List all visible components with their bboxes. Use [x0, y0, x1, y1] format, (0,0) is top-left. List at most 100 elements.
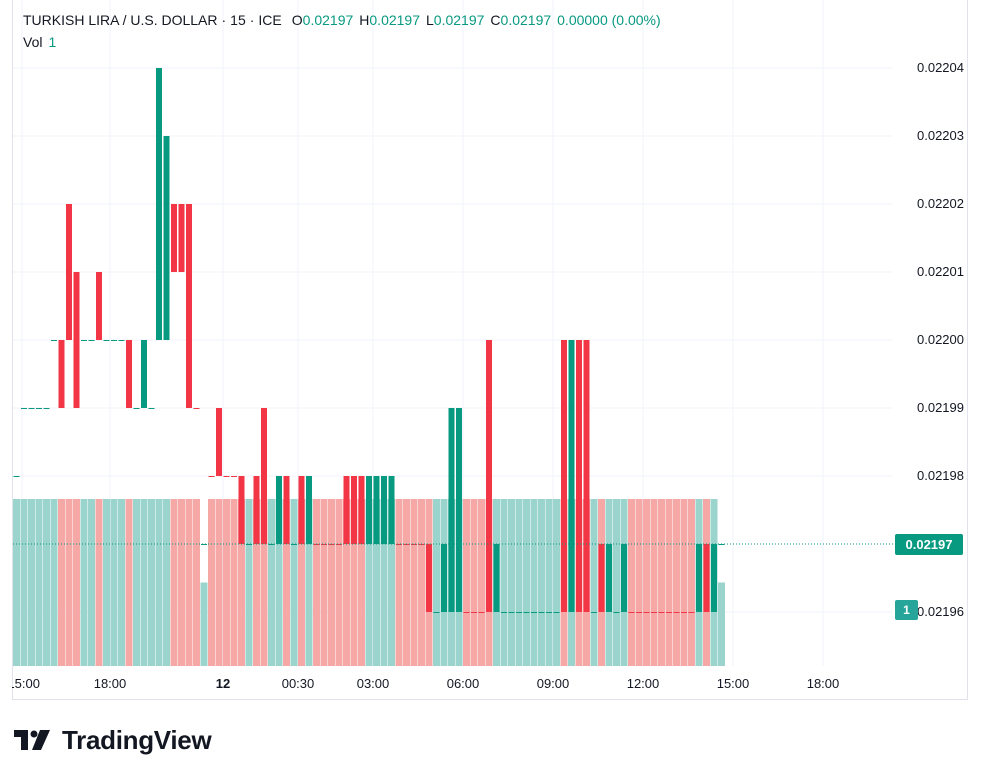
- open-label: O: [291, 12, 303, 28]
- candle-body: [96, 272, 102, 340]
- volume-bar: [628, 499, 635, 666]
- volume-bar: [20, 499, 28, 666]
- volume-bar: [290, 499, 298, 666]
- volume-bar: [545, 499, 553, 666]
- candle-body: [606, 544, 612, 612]
- volume-bar: [463, 499, 470, 666]
- volume-bar: [163, 499, 170, 666]
- candle-body: [651, 612, 657, 613]
- candle-body: [231, 476, 237, 477]
- price-tick-label: 0.02199: [917, 400, 964, 415]
- volume-bar: [253, 499, 260, 666]
- candle-body: [216, 408, 222, 476]
- candle-body: [186, 204, 192, 408]
- price-tick-label: 0.02200: [917, 332, 964, 347]
- close-label: C: [490, 12, 501, 28]
- price-tick-label: 0.02201: [917, 264, 964, 279]
- candle-body: [66, 204, 72, 340]
- volume-bar: [13, 499, 20, 666]
- chart-frame: [12, 0, 968, 700]
- candle-body: [448, 408, 455, 612]
- volume-bar: [43, 499, 50, 666]
- time-tick-label: 12: [215, 676, 231, 691]
- candle-body: [43, 408, 50, 409]
- volume-bar: [95, 499, 103, 666]
- price-tick-label: 0.02198: [917, 468, 964, 483]
- volume-bar: [133, 499, 140, 666]
- candle-body: [351, 476, 357, 544]
- volume-bar: [635, 499, 643, 666]
- candle-body: [388, 476, 395, 544]
- volume-bar: [530, 499, 538, 666]
- volume-bar: [140, 499, 148, 666]
- candle-body: [88, 340, 95, 341]
- volume-bar: [35, 499, 43, 666]
- candle-body: [373, 476, 380, 544]
- volume-bar: [103, 499, 110, 666]
- chart-canvas[interactable]: [0, 0, 982, 700]
- candle-body: [703, 544, 710, 612]
- volume-bar: [28, 499, 35, 666]
- volume-bar: [335, 499, 343, 666]
- volume-bar: [193, 499, 200, 666]
- candle-body: [51, 340, 57, 341]
- candle-body: [553, 612, 560, 613]
- candle-body: [396, 544, 402, 545]
- volume-bar: [185, 499, 193, 666]
- candle-body: [148, 408, 155, 409]
- tradingview-logo-icon: [14, 730, 50, 750]
- candle-body: [583, 340, 590, 612]
- candle-body: [546, 612, 552, 613]
- candle-body: [621, 544, 627, 612]
- candle-body: [523, 612, 530, 613]
- time-tick-label: 15:00: [12, 676, 40, 691]
- change-value: 0.00000 (0.00%): [557, 12, 661, 28]
- candle-body: [13, 476, 20, 477]
- symbol-name[interactable]: TURKISH LIRA / U.S. DOLLAR: [23, 12, 218, 28]
- volume-bar: [433, 499, 440, 666]
- volume-bar: [388, 499, 395, 666]
- candle-body: [133, 408, 140, 409]
- volume-bar: [500, 499, 508, 666]
- high-label: H: [359, 12, 370, 28]
- low-value: 0.02197: [433, 12, 485, 28]
- candle-body: [141, 340, 147, 408]
- volume-bar: [470, 499, 478, 666]
- tradingview-brand[interactable]: TradingView: [14, 722, 212, 758]
- time-tick-label: 18:00: [93, 676, 127, 691]
- candle-body: [688, 612, 695, 613]
- volume-bar: [395, 499, 403, 666]
- candle-body: [501, 612, 507, 613]
- candle-body: [568, 340, 575, 612]
- volume-bar: [215, 499, 223, 666]
- volume-bar: [58, 499, 65, 666]
- volume-bar: [328, 499, 335, 666]
- volume-bar: [200, 582, 208, 666]
- candle-body: [598, 544, 605, 612]
- volume-bar: [358, 499, 365, 666]
- volume-bar: [373, 499, 380, 666]
- volume-bar: [230, 499, 238, 666]
- candle-body: [456, 408, 462, 612]
- candle-body: [433, 612, 440, 613]
- volume-bar: [268, 499, 275, 666]
- volume-label: Vol: [23, 34, 43, 50]
- candle-body: [253, 476, 260, 544]
- candle-body: [261, 408, 267, 544]
- candle-body: [321, 544, 327, 545]
- candle-body: [223, 476, 230, 477]
- volume-bar: [515, 499, 523, 666]
- volume-bar: [658, 499, 665, 666]
- volume-bar: [88, 499, 95, 666]
- volume-bar: [553, 499, 560, 666]
- volume-bar: [643, 499, 650, 666]
- volume-bar: [260, 499, 268, 666]
- candle-body: [636, 612, 642, 613]
- volume-bar: [688, 499, 695, 666]
- time-tick-label: 09:00: [536, 676, 570, 691]
- symbol-legend: TURKISH LIRA / U.S. DOLLAR · 15 · ICE O0.0219…: [23, 12, 661, 28]
- price-tick-label: 0.02196: [917, 604, 964, 619]
- candle-body: [81, 340, 87, 341]
- candle-body: [576, 340, 582, 612]
- volume-bar: [125, 499, 133, 666]
